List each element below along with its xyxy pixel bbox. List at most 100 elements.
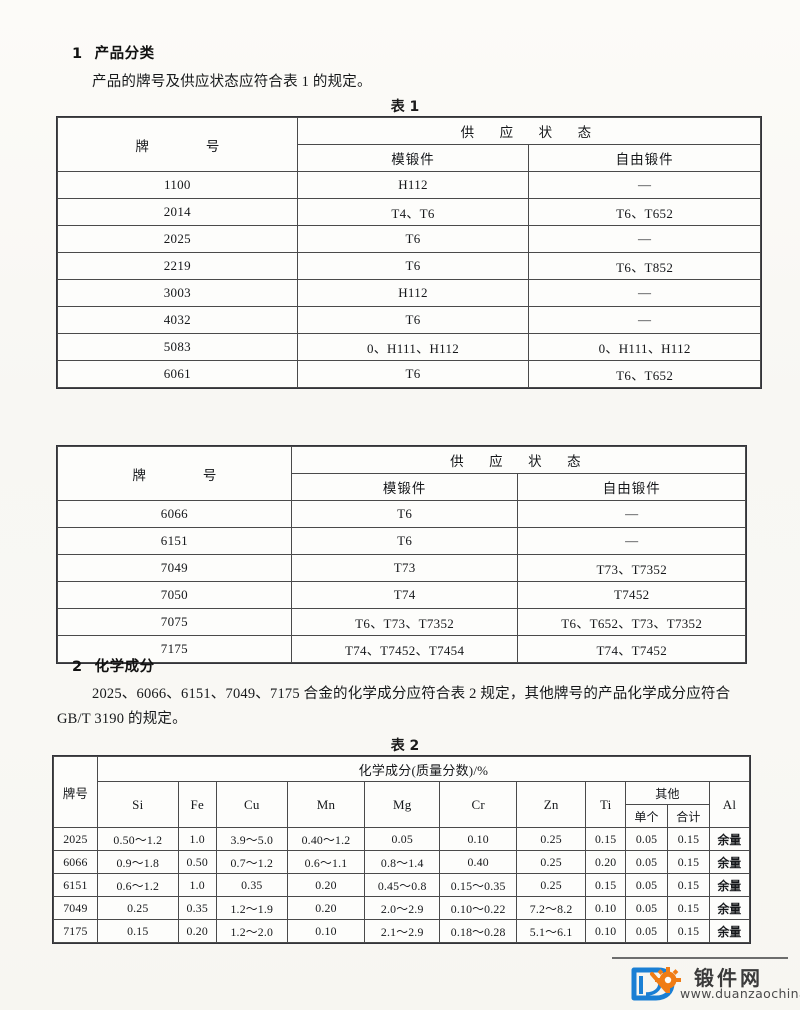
table-2-header-others-single: 单个 (625, 804, 668, 828)
cell-brand: 7049 (57, 554, 292, 582)
cell-al: 余量 (708, 873, 751, 897)
site-watermark: 锻件网 www.duanzaochina.com (628, 962, 800, 1006)
table-row: 4032 T6 — (57, 306, 761, 334)
cell-si: 0.25 (96, 896, 179, 920)
cell-other-single: 0.05 (625, 873, 668, 897)
cell-si: 0.9～1.8 (96, 850, 179, 874)
cell-free: T6、T652 (528, 198, 761, 226)
cell-die: T73 (290, 554, 519, 582)
cell-fe: 0.50 (177, 850, 217, 874)
cell-other-total: 0.15 (667, 873, 710, 897)
cell-zn: 0.25 (515, 827, 587, 851)
cell-brand: 6061 (57, 360, 298, 388)
cell-zn: 5.1～6.1 (515, 919, 587, 943)
cell-free: — (517, 500, 746, 528)
table-1-head: 牌 号 供 应 状 态 模锻件 自由锻件 (57, 117, 762, 172)
table-1-header-brand: 牌 号 (57, 117, 298, 172)
cell-free: T74、T7452 (517, 635, 746, 663)
cell-ti: 0.10 (585, 919, 627, 943)
section-1-heading: 1 产品分类 (72, 42, 155, 63)
cell-brand: 6151 (57, 527, 292, 555)
table-1-cont-header-row-1: 牌 号 供 应 状 态 (57, 446, 747, 501)
cell-free: T6、T652 (528, 360, 761, 388)
table-1-header-free-forging: 自由锻件 (528, 144, 761, 172)
table-2-header-row-1: 牌号 化学成分(质量分数)/% (53, 756, 751, 828)
cell-al: 余量 (708, 919, 751, 943)
section-2-number: 2 (72, 659, 83, 675)
cell-brand: 2025 (57, 225, 298, 253)
cell-other-single: 0.05 (625, 896, 668, 920)
cell-free: T73、T7352 (517, 554, 746, 582)
table-row: 2014 T4、T6 T6、T652 (57, 198, 761, 226)
cell-cr: 0.40 (439, 850, 517, 874)
cell-die: T4、T6 (296, 198, 530, 226)
cell-die: 0、H111、H112 (296, 333, 530, 361)
table-row: 6066 T6 — (57, 500, 746, 528)
table-2-header-fe: Fe (177, 781, 217, 828)
cell-ti: 0.10 (585, 896, 627, 920)
cell-al: 余量 (708, 850, 751, 874)
table-row: 2025 0.50～1.2 1.0 3.9～5.0 0.40～1.2 0.05 … (53, 827, 751, 851)
cell-free: T7452 (517, 581, 746, 609)
cell-mg: 0.8～1.4 (364, 850, 441, 874)
table-2-header-cu: Cu (215, 781, 288, 828)
table-1-cont-header-brand: 牌 号 (57, 446, 292, 501)
cell-die: T6、T73、T7352 (290, 608, 519, 636)
cell-brand: 2025 (53, 827, 98, 851)
section-2-title: 化学成分 (94, 659, 155, 675)
cell-mg: 2.1～2.9 (364, 919, 441, 943)
section-1-title: 产品分类 (94, 46, 155, 62)
cell-fe: 1.0 (177, 827, 217, 851)
cell-other-total: 0.15 (667, 919, 710, 943)
table-row: 5083 0、H111、H112 0、H111、H112 (57, 333, 761, 361)
table-2-head: 牌号 化学成分(质量分数)/% Si Fe Cu Mn Mg Cr Zn Ti … (53, 756, 751, 828)
cell-free: T6、T852 (528, 252, 761, 280)
cell-mn: 0.40～1.2 (286, 827, 366, 851)
cell-mn: 0.6～1.1 (286, 850, 366, 874)
cell-brand: 6066 (53, 850, 98, 874)
table-2-header-mn: Mn (286, 781, 366, 828)
table-2-header-mg: Mg (364, 781, 441, 828)
section-2-heading: 2 化学成分 (72, 655, 155, 676)
cell-ti: 0.15 (585, 827, 627, 851)
cell-si: 0.50～1.2 (96, 827, 179, 851)
cell-cr: 0.10～0.22 (439, 896, 517, 920)
cell-zn: 0.25 (515, 873, 587, 897)
cell-al: 余量 (708, 827, 751, 851)
table-row: 2025 T6 — (57, 225, 761, 253)
cell-cr: 0.15～0.35 (439, 873, 517, 897)
cell-zn: 7.2～8.2 (515, 896, 587, 920)
table-row: 7049 0.25 0.35 1.2～1.9 0.20 2.0～2.9 0.10… (53, 896, 751, 920)
cell-cu: 1.2～2.0 (215, 919, 288, 943)
cell-die: H112 (296, 279, 530, 307)
cell-brand: 6151 (53, 873, 98, 897)
cell-free: — (517, 527, 746, 555)
table-2-header-others-total: 合计 (667, 804, 710, 828)
cell-other-total: 0.15 (667, 896, 710, 920)
cell-cr: 0.10 (439, 827, 517, 851)
cell-die: T74、T7452、T7454 (290, 635, 519, 663)
cell-zn: 0.25 (515, 850, 587, 874)
cell-ti: 0.20 (585, 850, 627, 874)
table-1-cont-header-die-forging: 模锻件 (290, 473, 519, 501)
table-2-caption: 表 2 (390, 738, 420, 754)
cell-brand: 7075 (57, 608, 292, 636)
table-row: 6151 0.6～1.2 1.0 0.35 0.20 0.45～0.8 0.15… (53, 873, 751, 897)
cell-cr: 0.18～0.28 (439, 919, 517, 943)
table-2-header-row-2: Si Fe Cu Mn Mg Cr Zn Ti 其他 Al (54, 781, 751, 828)
table-2-header-si: Si (96, 781, 179, 828)
table-row: 6151 T6 — (57, 527, 746, 555)
watermark-brand: 锻件网 (694, 966, 763, 990)
cell-free: — (528, 171, 761, 199)
section-1-paragraph: 产品的牌号及供应状态应符合表 1 的规定。 (92, 74, 372, 90)
table-2-header-ti: Ti (585, 781, 627, 828)
table-2-header-cr: Cr (439, 781, 517, 828)
table-2: 牌号 化学成分(质量分数)/% Si Fe Cu Mn Mg Cr Zn Ti … (53, 756, 751, 943)
cell-mg: 0.05 (364, 827, 441, 851)
table-1-header-row-1: 牌 号 供 应 状 态 (57, 117, 762, 172)
cell-free: T6、T652、T73、T7352 (517, 608, 746, 636)
cell-brand: 2014 (57, 198, 298, 226)
cell-ti: 0.15 (585, 873, 627, 897)
table-2-header-others: 其他 (625, 781, 710, 805)
